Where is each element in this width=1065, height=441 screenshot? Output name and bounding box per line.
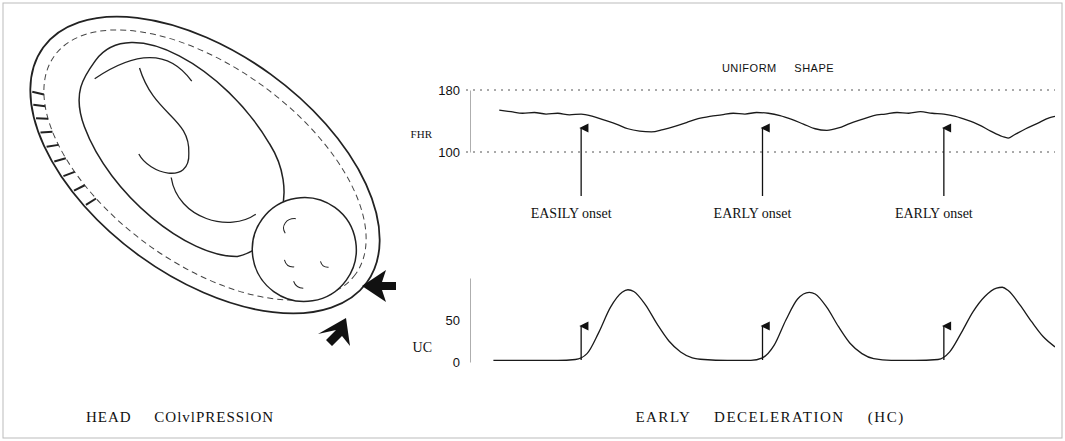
onset-arrow — [943, 128, 944, 196]
illustration — [0, 0, 433, 373]
plot-area — [499, 110, 1055, 138]
caption: EARLY DECELERATION (HC) — [635, 409, 904, 426]
tick: 0 — [453, 355, 470, 370]
annotation: EARLY onset — [714, 206, 792, 221]
chart-panel: 100 180 FHR UNIFORM SHAPE — [411, 62, 1055, 160]
uterus-outer — [0, 0, 433, 373]
tick: 180 — [438, 83, 470, 98]
fetus-ear — [280, 215, 295, 233]
wall-hatch — [54, 154, 66, 166]
tick: 100 — [438, 145, 470, 160]
tick-label: 50 — [446, 313, 460, 328]
compression-arrow — [362, 270, 396, 302]
wall-hatch — [32, 88, 44, 98]
fetus-limb — [162, 161, 255, 242]
compression-arrow — [318, 318, 350, 346]
wall-hatch — [36, 113, 48, 124]
wall-hatch — [86, 196, 96, 208]
chart-panel: 0 50 UC — [413, 279, 1055, 370]
illustration-label: HEAD COlvlPRESSlON — [86, 409, 274, 425]
axis-title: UC — [413, 340, 432, 355]
wall-hatch — [63, 168, 74, 180]
frame — [3, 3, 1062, 438]
plot-area — [493, 287, 1055, 360]
fetus-face — [276, 244, 328, 295]
annotation: EARLY onset — [895, 206, 973, 221]
axis-line — [470, 91, 471, 153]
onset-arrow — [581, 128, 582, 196]
uterus-inner — [0, 0, 413, 354]
annotation: EASILY onset — [531, 206, 612, 221]
axis-title: FHR — [411, 128, 433, 140]
onset-arrow — [581, 326, 582, 360]
grid-line — [466, 152, 1055, 153]
grid-line — [466, 90, 1055, 91]
wall-hatch — [41, 126, 53, 138]
figure: 100 180 FHR UNIFORM SHAPE 0 50 UC EASILY onset E… — [0, 0, 1065, 441]
fetus-limb — [95, 31, 194, 125]
chart-title: UNIFORM SHAPE — [722, 62, 834, 74]
y-axis: 100 180 — [438, 83, 470, 160]
wall-hatch — [74, 182, 85, 194]
axis-line — [470, 279, 471, 363]
wall-hatch — [33, 100, 45, 111]
fetus-head — [232, 177, 377, 322]
y-axis: 0 50 — [446, 279, 471, 370]
onset-arrow — [943, 326, 944, 360]
trace-line — [499, 110, 1055, 138]
fetus-limb — [97, 68, 217, 183]
onset-arrow — [762, 326, 763, 360]
wall-hatch — [47, 140, 59, 152]
tick-label: 180 — [438, 83, 460, 98]
trace-line — [493, 287, 1055, 360]
tick-label: 100 — [438, 145, 460, 160]
tick-label: 0 — [453, 355, 460, 370]
tick: 50 — [446, 313, 470, 328]
onset-arrow — [762, 128, 763, 196]
